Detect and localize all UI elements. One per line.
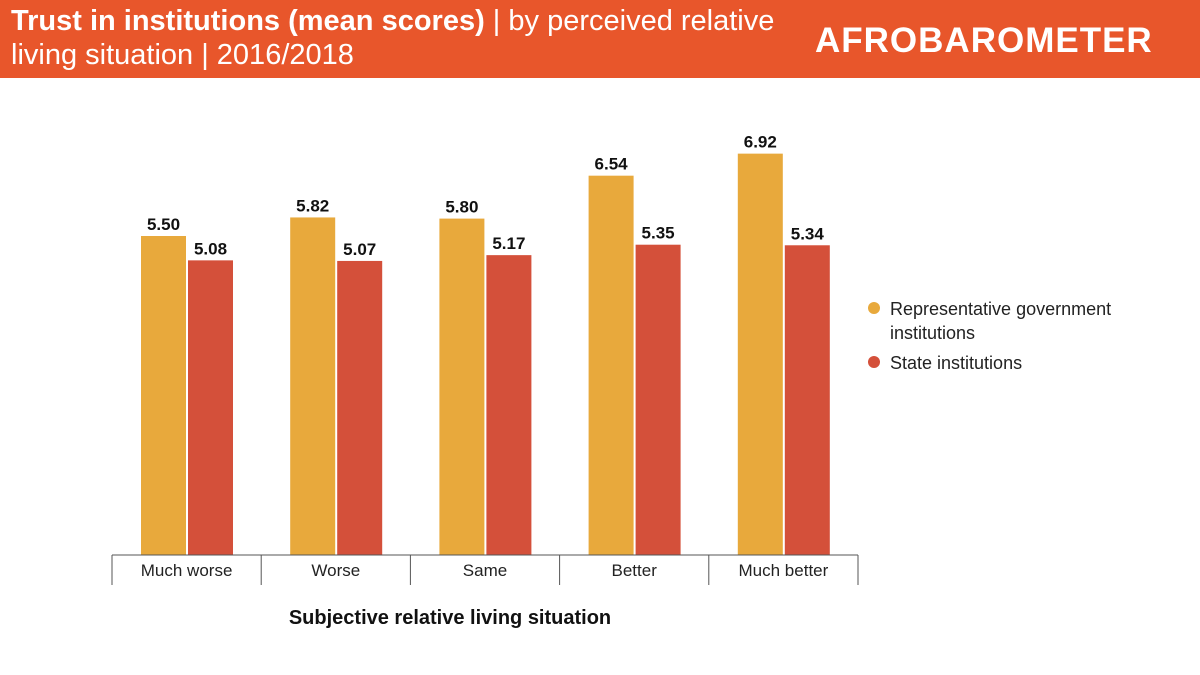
header-bar: Trust in institutions (mean scores) | by…: [0, 0, 1200, 78]
x-tick-label-better: Better: [612, 561, 658, 580]
legend-swatch-representative: [868, 302, 880, 314]
x-tick-label-much-better: Much better: [739, 561, 829, 580]
legend-label-state: State institutions: [890, 353, 1023, 373]
data-label-state-institutions-same: 5.17: [492, 234, 525, 253]
data-label-representative-government-institutions-much-better: 6.92: [744, 133, 777, 152]
legend-item-state: State institutions: [868, 351, 1168, 375]
data-label-representative-government-institutions-same: 5.80: [445, 198, 478, 217]
bar-state-institutions-much-worse: [188, 260, 233, 555]
chart-title: Trust in institutions (mean scores) | by…: [11, 5, 775, 71]
bar-state-institutions-much-better: [784, 245, 830, 555]
x-axis-title: Subjective relative living situation: [288, 607, 612, 629]
bar-representative-government-institutions-much-worse: [141, 236, 186, 555]
data-label-state-institutions-worse: 5.07: [343, 240, 376, 259]
data-label-state-institutions-much-better: 5.34: [791, 224, 825, 243]
bar-representative-government-institutions-better: [588, 175, 634, 555]
legend: Representative government institutions S…: [868, 297, 1168, 381]
bar-representative-government-institutions-same: [439, 218, 485, 555]
data-label-state-institutions-much-worse: 5.08: [194, 239, 227, 258]
legend-label-representative: Representative government institutions: [890, 299, 1112, 343]
data-label-representative-government-institutions-better: 6.54: [595, 155, 629, 174]
x-tick-label-worse: Worse: [311, 561, 360, 580]
bar-representative-government-institutions-worse: [290, 217, 336, 555]
afrobarometer-logo: AFROBAROMETER: [815, 21, 1153, 60]
data-label-state-institutions-better: 5.35: [642, 224, 675, 243]
legend-swatch-state: [868, 356, 880, 368]
legend-item-representative: Representative government institutions: [868, 297, 1168, 345]
bar-representative-government-institutions-much-better: [737, 153, 783, 555]
bar-state-institutions-same: [486, 255, 532, 555]
bar-state-institutions-worse: [337, 260, 383, 555]
data-label-representative-government-institutions-much-worse: 5.50: [147, 215, 180, 234]
x-tick-label-much-worse: Much worse: [141, 561, 233, 580]
bar-state-institutions-better: [635, 244, 681, 555]
x-tick-label-same: Same: [463, 561, 507, 580]
data-label-representative-government-institutions-worse: 5.82: [296, 196, 329, 215]
